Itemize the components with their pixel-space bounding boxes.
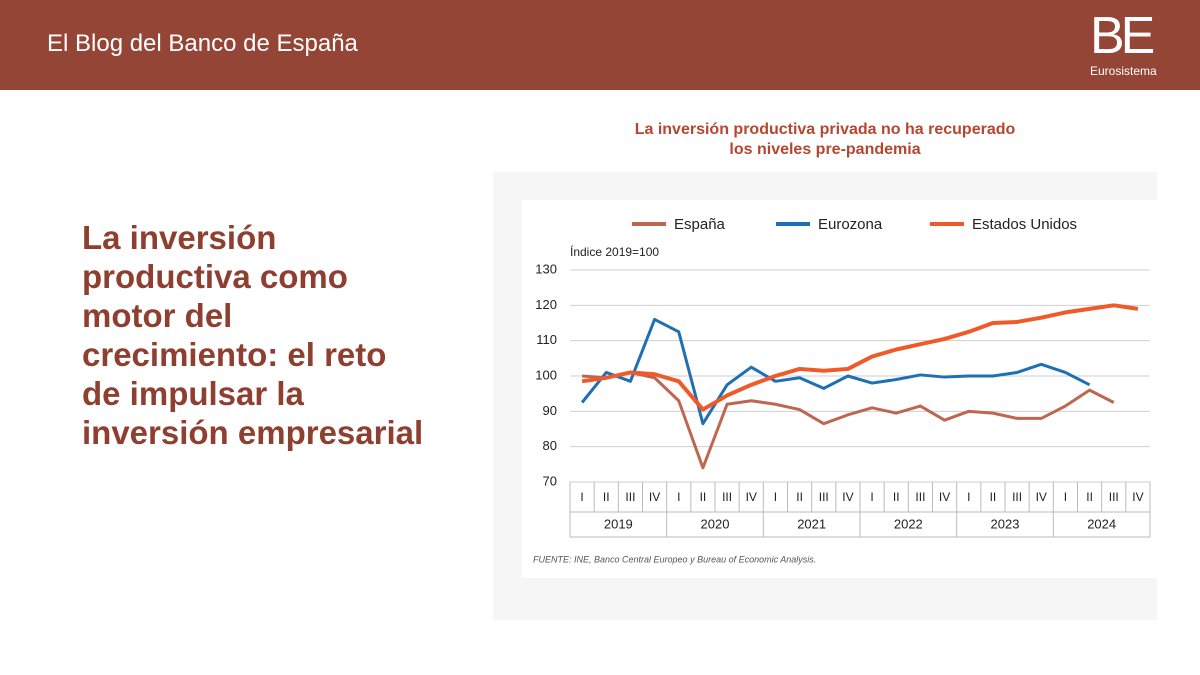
y-axis-label: Índice 2019=100 bbox=[570, 244, 659, 259]
y-tick-label: 70 bbox=[543, 473, 557, 488]
logo-subtitle: Eurosistema bbox=[1090, 64, 1157, 78]
x-tick-label: II bbox=[700, 490, 707, 504]
legend-label: Estados Unidos bbox=[972, 216, 1077, 233]
headline-line: de impulsar la bbox=[82, 375, 304, 412]
x-tick-label: III bbox=[915, 490, 925, 504]
x-tick-label: I bbox=[870, 490, 873, 504]
headline: La inversión productiva como motor del crec… bbox=[82, 218, 423, 452]
x-tick-label: IV bbox=[842, 490, 853, 504]
y-tick-label: 120 bbox=[535, 297, 557, 312]
x-tick-label: II bbox=[893, 490, 900, 504]
headline-line: inversión empresarial bbox=[82, 414, 424, 451]
legend-label: Eurozona bbox=[818, 216, 883, 233]
blog-title: El Blog del Banco de España bbox=[47, 30, 358, 57]
x-tick-label: III bbox=[722, 490, 732, 504]
year-label: 2024 bbox=[1087, 516, 1116, 531]
x-tick-label: I bbox=[967, 490, 970, 504]
x-tick-label: III bbox=[1012, 490, 1022, 504]
year-label: 2021 bbox=[797, 516, 826, 531]
y-tick-label: 80 bbox=[543, 438, 557, 453]
series-line bbox=[581, 303, 1139, 412]
y-tick-label: 110 bbox=[536, 332, 557, 347]
y-tick-label: 90 bbox=[543, 403, 557, 418]
series-line bbox=[580, 317, 1091, 426]
x-tick-label: III bbox=[1109, 490, 1119, 504]
headline-line: crecimiento: el reto bbox=[82, 336, 387, 373]
year-label: 2023 bbox=[991, 516, 1020, 531]
x-tick-label: II bbox=[796, 490, 803, 504]
source-note: FUENTE: INE, Banco Central Europeo y Bur… bbox=[533, 554, 816, 564]
chart-title: los niveles pre-pandemia bbox=[729, 141, 920, 158]
logo: BE bbox=[1090, 7, 1155, 65]
x-tick-label: I bbox=[774, 490, 777, 504]
x-tick-label: II bbox=[1086, 490, 1093, 504]
x-tick-label: III bbox=[819, 490, 829, 504]
x-tick-label: IV bbox=[1036, 490, 1047, 504]
chart-area bbox=[522, 200, 1157, 578]
year-label: 2019 bbox=[604, 516, 633, 531]
x-tick-label: IV bbox=[1132, 490, 1143, 504]
headline-line: La inversión bbox=[82, 219, 277, 256]
headline-line: productiva como bbox=[82, 258, 348, 295]
x-tick-label: III bbox=[625, 490, 635, 504]
year-label: 2020 bbox=[701, 516, 730, 531]
x-tick-label: IV bbox=[939, 490, 950, 504]
chart-title: La inversión productiva privada no ha re… bbox=[635, 121, 1016, 138]
y-tick-label: 100 bbox=[535, 367, 557, 382]
x-tick-label: II bbox=[990, 490, 997, 504]
x-tick-label: I bbox=[677, 490, 680, 504]
year-label: 2022 bbox=[894, 516, 923, 531]
x-tick-label: I bbox=[580, 490, 583, 504]
headline-line: motor del bbox=[82, 297, 233, 334]
legend-label: España bbox=[674, 216, 726, 233]
x-tick-label: II bbox=[603, 490, 610, 504]
x-tick-label: IV bbox=[746, 490, 757, 504]
header: El Blog del Banco de España BE Eurosiste… bbox=[0, 0, 1200, 90]
x-tick-label: I bbox=[1064, 490, 1067, 504]
series-line bbox=[581, 370, 1115, 470]
y-tick-label: 130 bbox=[535, 261, 557, 276]
x-tick-label: IV bbox=[649, 490, 660, 504]
